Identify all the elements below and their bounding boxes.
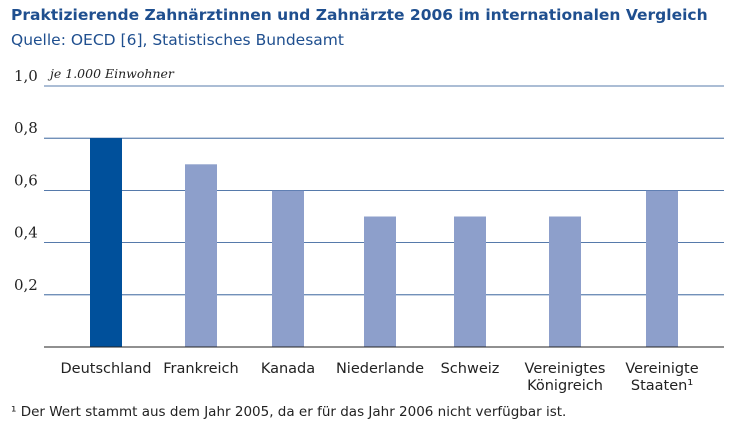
x-tick-label: Vereinigte Staaten¹: [625, 361, 698, 394]
bar: [646, 190, 678, 347]
chart-title: Praktizierende Zahnärztinnen und Zahnärz…: [11, 6, 708, 24]
x-tick-label: Schweiz: [441, 361, 500, 377]
x-tick-label: Frankreich: [163, 361, 238, 377]
x-tick-label: Vereinigtes Königreich: [525, 361, 606, 394]
y-tick-label: 0,2: [14, 276, 38, 294]
y-tick-label: 0,4: [14, 224, 38, 242]
x-tick-label: Niederlande: [336, 361, 424, 377]
y-tick-label: 1,0: [14, 67, 38, 85]
bar: [454, 216, 486, 347]
bar: [90, 138, 122, 347]
bar: [272, 190, 304, 347]
bar: [549, 216, 581, 347]
chart-subtitle: Quelle: OECD [6], Statistisches Bundesam…: [11, 31, 344, 49]
bar: [185, 164, 217, 347]
bar: [364, 216, 396, 347]
bar-chart: 0,2 0,4 0,6 0,8 1,0 je 1.000 Einwohner Deutsch…: [14, 66, 724, 394]
footnote: ¹ Der Wert stammt aus dem Jahr 2005, da …: [11, 404, 567, 420]
y-axis-label: je 1.000 Einwohner: [47, 66, 175, 81]
x-tick-label: Deutschland: [61, 361, 152, 377]
y-tick-label: 0,6: [14, 171, 38, 189]
x-tick-label: Kanada: [261, 361, 315, 377]
y-tick-label: 0,8: [14, 119, 38, 137]
